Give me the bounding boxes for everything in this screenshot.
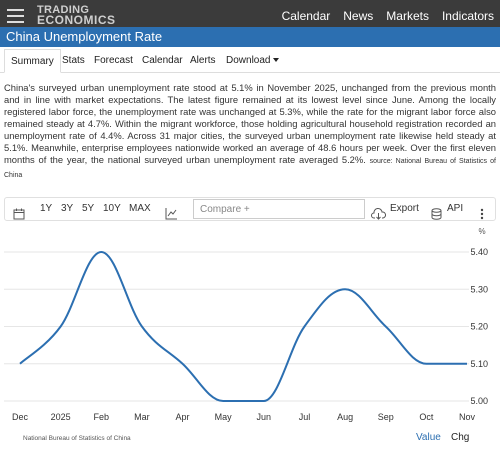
cloud-download-icon[interactable]	[371, 203, 386, 225]
summary-text: China's surveyed urban unemployment rate…	[4, 82, 496, 182]
top-bar: TRADING ECONOMICS Calendar News Markets …	[0, 0, 500, 32]
tab-alerts[interactable]: Alerts	[190, 55, 216, 66]
caret-down-icon	[273, 58, 280, 63]
range-1y[interactable]: 1Y	[40, 203, 53, 214]
title-bar: China Unemployment Rate	[0, 27, 500, 47]
x-tick-label: Nov	[459, 412, 476, 422]
line-chart-icon[interactable]	[165, 203, 178, 225]
series-line	[19, 250, 467, 402]
x-tick-label: Oct	[419, 412, 434, 422]
value-toggle[interactable]: Value	[416, 432, 441, 443]
chg-toggle[interactable]: Chg	[451, 432, 470, 443]
export-button[interactable]: Export	[390, 203, 419, 214]
page-title: China Unemployment Rate	[6, 29, 163, 44]
x-tick-label: 2025	[51, 412, 71, 422]
database-icon[interactable]	[431, 203, 442, 225]
x-tick-label: Mar	[134, 412, 150, 422]
logo-line2: ECONOMICS	[37, 13, 116, 27]
nav-calendar[interactable]: Calendar	[281, 9, 331, 23]
tab-calendar[interactable]: Calendar	[142, 55, 183, 66]
x-tick-label: Dec	[12, 412, 29, 422]
more-options-icon[interactable]	[479, 203, 485, 225]
nav-news[interactable]: News	[343, 9, 374, 23]
x-tick-label: May	[215, 412, 233, 422]
nav-indicators[interactable]: Indicators	[441, 9, 494, 23]
menu-icon[interactable]	[7, 9, 24, 23]
y-tick-label: 5.10	[470, 359, 488, 369]
logo[interactable]: TRADING ECONOMICS	[37, 4, 116, 27]
x-tick-label: Sep	[378, 412, 394, 422]
line-chart: 5.40 5.30 5.20 5.10 5.00% Dec 2025 Feb Mar Apr May…	[4, 227, 488, 422]
y-tick-label: 5.30	[470, 284, 488, 294]
y-tick-label: 5.40	[470, 247, 488, 257]
chart-toolbar: 1Y 3Y 5Y 10Y MAX Export API	[4, 197, 496, 221]
range-max[interactable]: MAX	[129, 203, 151, 214]
x-tick-label: Apr	[176, 412, 190, 422]
logo-line1: TRADING	[37, 4, 90, 16]
x-tick-label: Aug	[337, 412, 353, 422]
tab-download[interactable]: Download	[226, 49, 280, 73]
range-5y[interactable]: 5Y	[82, 203, 95, 214]
tab-download-label: Download	[226, 55, 271, 66]
tab-summary[interactable]: Summary	[4, 49, 61, 73]
calendar-icon[interactable]	[13, 203, 25, 225]
compare-input[interactable]	[193, 199, 365, 219]
chart-source: National Bureau of Statistics of China	[23, 435, 131, 442]
y-unit-label: %	[478, 227, 485, 236]
tab-stats[interactable]: Stats	[62, 55, 85, 66]
chart-area: 5.40 5.30 5.20 5.10 5.00% Dec 2025 Feb Mar Apr May…	[0, 222, 500, 455]
range-10y[interactable]: 10Y	[103, 203, 121, 214]
y-tick-label: 5.00	[470, 396, 488, 406]
nav-markets[interactable]: Markets	[386, 9, 429, 23]
tab-forecast[interactable]: Forecast	[94, 55, 133, 66]
summary-body: China's surveyed urban unemployment rate…	[4, 82, 496, 165]
x-tick-label: Feb	[94, 412, 110, 422]
api-button[interactable]: API	[447, 203, 464, 214]
y-tick-label: 5.20	[470, 322, 488, 332]
x-tick-label: Jun	[257, 412, 272, 422]
top-nav: Calendar News Markets Indicators	[282, 0, 500, 32]
tab-bar: Summary Stats Forecast Calendar Alerts D…	[0, 49, 500, 73]
summary-source: source: National Bureau of Statistics of…	[4, 158, 496, 179]
x-tick-label: Jul	[299, 412, 311, 422]
range-3y[interactable]: 3Y	[61, 203, 74, 214]
